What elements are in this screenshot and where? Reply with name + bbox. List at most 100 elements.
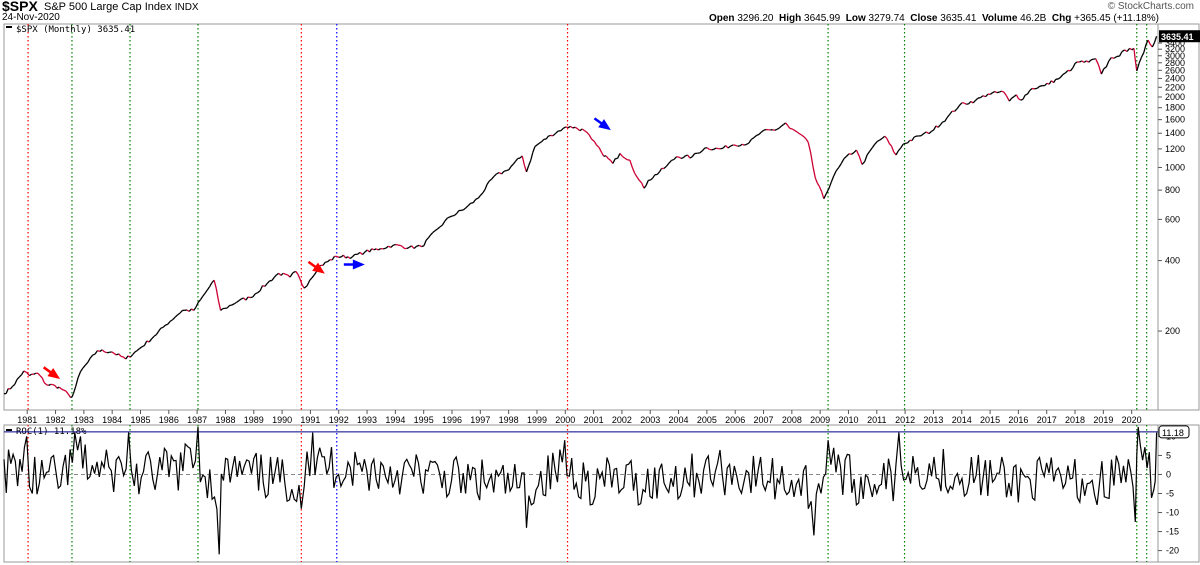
price-segment [418,244,422,248]
price-y-tick-label: 600 [1165,214,1180,224]
price-segment [886,138,890,144]
blue-arrow-head [352,259,365,270]
price-segment [5,388,9,394]
roc-legend-swatch [6,429,12,431]
price-segment [1108,57,1112,62]
price-segment [541,138,545,143]
x-tick-label: 1989 [244,415,264,425]
price-segment [1064,69,1069,74]
price-segment [900,143,904,149]
price-segment [730,144,734,147]
x-tick-label: 1987 [187,415,207,425]
price-segment [1133,48,1136,61]
price-segment [462,207,467,211]
blue-arrow-head [598,119,611,131]
price-segment [838,162,842,168]
price-segment [791,128,796,132]
price-segment [933,125,937,131]
price-segment [809,152,814,167]
price-segment [879,137,883,141]
chart-header: $SPX S&P 500 Large Cap Index INDX 24-Nov… [0,0,1200,24]
price-segment [851,152,855,155]
price-segment [331,256,335,261]
price-segment [489,178,493,182]
price-y-tick-label: 2400 [1165,73,1185,83]
price-segment [871,143,876,149]
price-segment [12,383,16,387]
price-segment [16,376,20,380]
price-segment [1008,97,1013,102]
price-segment [584,130,588,133]
price-segment [818,186,823,193]
price-segment [213,279,217,289]
price-segment [1143,44,1147,53]
price-segment [87,357,91,363]
price-segment [395,243,399,246]
x-tick-label: 2005 [697,415,717,425]
price-segment [1020,98,1024,101]
price-segment [193,306,197,311]
price-segment [616,153,621,159]
price-segment [351,253,356,258]
price-segment [209,282,213,288]
price-segment [46,384,49,386]
x-tick-label: 1992 [329,415,349,425]
price-segment [77,371,82,378]
price-segment [691,153,696,158]
brand-link[interactable]: © StockCharts.com [1107,1,1194,12]
price-segment [177,312,181,316]
price-segment [539,141,542,144]
last-price-label: 3635.41 [1161,32,1194,42]
price-segment [521,155,525,166]
price-y-tick-label: 1400 [1165,128,1185,138]
price-segment [306,279,311,287]
price-segment [111,351,115,354]
price-segment [282,272,286,275]
price-segment [195,302,199,308]
price-segment [787,125,791,129]
price-segment [581,128,585,132]
volume-value: 46.2B [1020,13,1047,24]
price-segment [399,244,403,248]
price-segment [678,156,682,159]
price-segment [598,147,603,153]
price-segment [923,131,927,135]
price-segment [776,127,780,130]
price-segment [313,271,317,276]
price-segment [761,129,765,133]
price-segment [977,97,981,99]
price-segment [1024,93,1028,96]
price-segment [807,142,812,153]
roc-y-tick-label: -15 [1166,527,1179,537]
price-segment [421,245,425,248]
price-segment [285,273,288,276]
price-segment [449,215,453,218]
price-segment [998,90,1002,93]
price-y-tick-label: 3000 [1165,51,1185,61]
price-segment [301,284,305,289]
x-tick-label: 2004 [669,415,689,425]
price-segment [104,351,108,354]
price-segment [970,100,974,104]
price-segment [528,160,532,166]
price-segment [503,169,507,172]
price-segment [1036,85,1041,89]
price-segment [956,104,961,109]
price-segment [158,327,162,332]
price-segment [897,147,902,152]
price-segment [963,102,967,105]
price-segment [146,340,150,343]
price-segment [746,142,750,145]
price-segment [29,373,32,377]
price-segment [866,150,871,156]
price-segment [846,153,850,157]
price-segment [132,351,136,356]
chg-value: +365.45 (+11.18%) [1074,13,1159,24]
price-segment [1081,60,1085,63]
price-segment [508,166,512,171]
price-segment [336,255,340,258]
price-segment [982,95,986,98]
x-tick-label: 1983 [74,415,94,425]
price-segment [273,274,277,278]
price-segment [861,161,866,165]
